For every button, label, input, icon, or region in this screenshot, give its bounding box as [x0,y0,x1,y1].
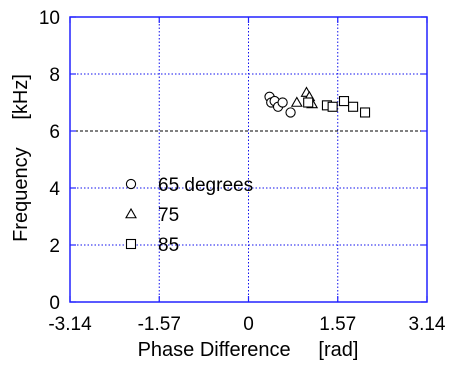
legend-circle-marker [125,178,137,190]
square-data-point [338,96,350,107]
y-tick-label: 4 [49,179,60,200]
axis-ticks [69,16,428,303]
x-tick-label: 0 [243,314,254,335]
square-data-point [303,97,314,108]
legend-label: 85 [158,235,179,256]
legend-triangle-marker [125,207,137,219]
x-axis-label: Phase Difference [rad] [138,339,359,361]
grid-lines [70,17,427,302]
y-tick-label: 0 [49,293,60,314]
square-data-point [327,101,338,112]
square-data-point [359,107,371,118]
x-tick-label: 3.14 [409,314,446,335]
tick-labels: -3.14 -1.57 0 1.57 3.14 0 2 4 6 8 10 [39,8,446,335]
x-tick-label: -3.14 [48,314,92,335]
data-markers [264,86,371,118]
legend-label: 65 degrees [158,175,253,196]
x-tick-label: -1.57 [138,314,181,335]
circle-data-point [277,97,288,108]
y-tick-label: 10 [39,8,60,29]
x-tick-label: 1.57 [319,314,356,335]
square-data-point [348,101,359,112]
y-tick-label: 2 [49,236,60,257]
y-axis-label: Frequency [kHz] [10,74,32,242]
circle-data-point [285,107,296,118]
legend-label: 75 [158,205,179,226]
legend: 65 degrees 75 85 [125,175,253,256]
y-tick-label: 6 [49,122,60,143]
legend-square-marker [125,238,137,250]
triangle-data-point [290,96,303,107]
y-tick-label: 8 [49,65,60,86]
